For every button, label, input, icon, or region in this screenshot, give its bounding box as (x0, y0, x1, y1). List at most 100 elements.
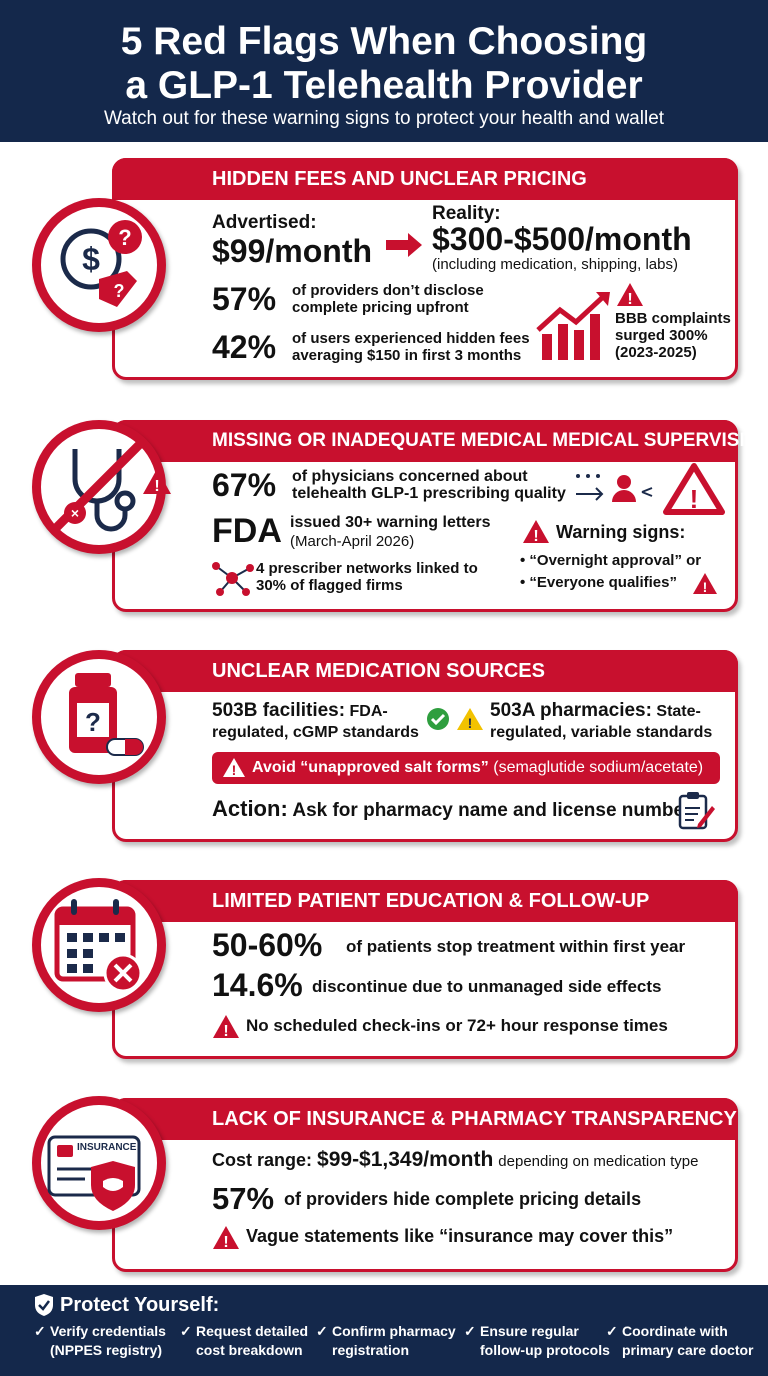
stat-text: discontinue due to unmanaged side effect… (312, 977, 662, 996)
label: Reality: (432, 203, 501, 224)
stat-value: 67% (212, 467, 277, 503)
bullet: • “Overnight approval” or (520, 552, 702, 569)
bullet: • “Everyone qualifies” (520, 574, 677, 591)
alert-text: Avoid “unapproved salt forms” (252, 759, 489, 776)
cost-note: depending on medication type (498, 1153, 699, 1170)
svg-text:×: × (71, 505, 79, 521)
stat-value: 50-60% (212, 927, 323, 963)
warning-icon: ! (213, 1226, 239, 1251)
action-label: Action: (212, 796, 288, 821)
network-icon (212, 562, 254, 596)
icon-circle: × (32, 420, 166, 554)
stat-text: of providers don’t disclose complete pri… (292, 282, 484, 316)
stat-text: of providers hide complete pricing detai… (284, 1189, 642, 1209)
subtitle: Watch out for these warning signs to pro… (103, 108, 665, 129)
stat-text: of physicians concerned about telehealth… (292, 468, 566, 502)
svg-text:!: ! (690, 484, 699, 514)
card-header (112, 1098, 738, 1140)
cost-line: Cost range: $99-$1,349/month depending o… (212, 1148, 698, 1172)
footer-title: Protect Yourself: (60, 1294, 220, 1316)
cost-value: $99-$1,349/month (317, 1148, 494, 1171)
footer-item: Ensure regular follow-up protocols (464, 1322, 610, 1360)
stat-value: 57% (212, 281, 277, 317)
svg-text:!: ! (223, 1234, 228, 1251)
icon-circle: ? (32, 650, 166, 784)
section-title: MISSING OR INADEQUATE MEDICAL MEDICAL SU… (212, 430, 768, 451)
svg-text:!: ! (223, 1023, 228, 1040)
side-note: BBB complaints surged 300% (2023-2025) (615, 310, 731, 361)
source-text: State-regulated, variable standards (490, 703, 713, 741)
insurance-icon (47, 1135, 141, 1211)
warning-icon: ! (223, 758, 245, 778)
section-title: UNCLEAR MEDICATION SOURCES (212, 660, 545, 682)
warning-icon: ! (143, 469, 171, 495)
icon-circle (32, 878, 166, 1012)
stat-value: 42% (212, 329, 277, 365)
alert-bar: ! Avoid “unapproved salt forms” (semaglut… (212, 752, 720, 784)
alert-text: Vague statements like “insurance may cov… (246, 1226, 674, 1246)
stethoscope-icon: × (51, 437, 147, 533)
calendar-icon (54, 899, 143, 993)
shield-icon (35, 1294, 53, 1316)
svg-text:?: ? (114, 281, 125, 301)
svg-text:!: ! (627, 291, 632, 308)
action: Action: Ask for pharmacy name and licens… (212, 796, 691, 822)
footer-item: Request detailed cost breakdown (180, 1322, 316, 1360)
fda-label: FDA (212, 512, 282, 550)
pricing-icon: $?? (60, 220, 142, 307)
source-block: 503B facilities: FDA-regulated, cGMP sta… (212, 700, 427, 743)
growth-icon (536, 292, 610, 360)
svg-text:!: ! (468, 715, 473, 731)
cost-label: Cost range: (212, 1150, 313, 1170)
network-note: 4 prescriber networks linked to 30% of f… (256, 560, 478, 594)
price: $99/month (212, 233, 373, 269)
label: Advertised: (212, 212, 317, 233)
svg-text:$: $ (82, 241, 100, 277)
price: $300-$500/month (432, 221, 692, 257)
section-title: LACK OF INSURANCE & PHARMACY TRANSPARENC… (212, 1108, 737, 1130)
card-header (112, 880, 738, 922)
alert-note: (semaglutide sodium/acetate) (493, 759, 704, 776)
stat-text: of users experienced hidden fees averagi… (292, 330, 530, 364)
svg-text:!: ! (533, 528, 538, 545)
source-label: 503B facilities: (212, 700, 346, 721)
warning-icon: ! (693, 573, 717, 595)
warning-title: Warning signs: (556, 522, 686, 542)
footer-item: Confirm pharmacy registration (316, 1322, 462, 1360)
arrow (386, 233, 422, 257)
warning-icon: ! (523, 520, 549, 545)
footer-item: Verify credentials (NPPES registry) (34, 1322, 170, 1360)
section-title: HIDDEN FEES AND UNCLEAR PRICING (212, 168, 587, 190)
bottle-icon: ? (69, 673, 144, 756)
card-header (112, 420, 738, 462)
card-header (112, 158, 738, 200)
footer-item: Coordinate with primary care doctor (606, 1322, 762, 1360)
svg-text:!: ! (703, 579, 708, 595)
card-header (112, 650, 738, 692)
note: (including medication, shipping, labs) (432, 256, 678, 273)
stat-value: 57% (212, 1181, 275, 1216)
warning-item: “Overnight approval” or (529, 552, 702, 569)
clipboard-icon (678, 792, 715, 830)
stat-text: of patients stop treatment within first … (346, 937, 686, 956)
warning-item: “Everyone qualifies” (529, 574, 677, 591)
source-text: FDA-regulated, cGMP standards (212, 703, 419, 741)
source-label: 503A pharmacies: (490, 700, 652, 721)
warning-icon: ! (213, 1015, 239, 1040)
source-block: 503A pharmacies: State-regulated, variab… (490, 700, 722, 743)
section-title: LIMITED PATIENT EDUCATION & FOLLOW-UP (212, 890, 650, 912)
fda-text: issued 30+ warning letters (290, 514, 491, 531)
title-line: 5 Red Flags When Choosing (120, 20, 648, 63)
icon-label: INSURANCE (77, 1142, 137, 1153)
doctor-warning-icon: ! (576, 463, 725, 515)
warning-icon: ! (617, 283, 643, 308)
svg-text:!: ! (154, 478, 159, 495)
icon-circle: $?? (32, 198, 166, 332)
status-icons: ! (427, 708, 483, 731)
header (0, 0, 768, 142)
alert-text: No scheduled check-ins or 72+ hour respo… (246, 1016, 668, 1035)
svg-text:!: ! (232, 762, 237, 778)
svg-text:?: ? (118, 225, 131, 250)
icon-circle: INSURANCE (32, 1096, 166, 1230)
